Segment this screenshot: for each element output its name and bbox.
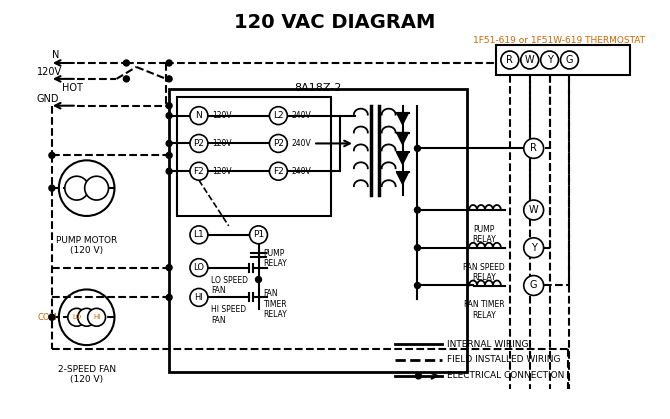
Text: INTERNAL WIRING: INTERNAL WIRING [448,340,529,349]
Circle shape [190,259,208,277]
Text: 120V: 120V [37,67,62,77]
Text: 2-SPEED FAN
(120 V): 2-SPEED FAN (120 V) [58,365,116,384]
Circle shape [269,107,287,124]
Text: 120V: 120V [212,167,231,176]
Text: PUMP
RELAY: PUMP RELAY [472,225,496,244]
Circle shape [166,60,172,66]
Text: LO: LO [72,314,81,320]
Text: FAN
TIMER
RELAY: FAN TIMER RELAY [263,290,287,319]
Circle shape [415,282,421,288]
Text: G: G [565,55,574,65]
Text: W: W [525,55,535,65]
Text: P2: P2 [273,139,284,148]
Circle shape [269,134,287,153]
Text: 120V: 120V [212,111,231,120]
Text: L1: L1 [194,230,204,239]
Text: F2: F2 [194,167,204,176]
Text: N: N [52,50,59,60]
Text: ELECTRICAL CONNECTION: ELECTRICAL CONNECTION [448,371,565,380]
Text: P1: P1 [253,230,264,239]
Text: PUMP MOTOR
(120 V): PUMP MOTOR (120 V) [56,236,117,255]
Text: 120 VAC DIAGRAM: 120 VAC DIAGRAM [234,13,436,32]
Circle shape [255,277,261,282]
Text: FAN SPEED
RELAY: FAN SPEED RELAY [463,263,505,282]
Circle shape [123,60,129,66]
Text: HOT: HOT [62,83,82,93]
Text: COM: COM [37,313,57,322]
Bar [177,97,331,216]
Polygon shape [397,132,409,145]
Polygon shape [397,172,409,184]
Circle shape [415,373,421,379]
Circle shape [415,145,421,151]
Circle shape [166,265,172,271]
Text: F2: F2 [273,167,284,176]
Circle shape [166,103,172,109]
Circle shape [415,245,421,251]
Text: G: G [530,280,537,290]
Circle shape [524,200,543,220]
Text: GND: GND [37,94,60,104]
Text: HI: HI [93,314,100,320]
Circle shape [68,308,86,326]
Circle shape [561,51,578,69]
Text: W: W [529,205,539,215]
Circle shape [415,207,421,213]
Circle shape [166,153,172,158]
Circle shape [524,138,543,158]
Text: 120V: 120V [212,139,231,148]
Circle shape [524,238,543,258]
Circle shape [190,288,208,306]
Circle shape [59,290,115,345]
Circle shape [166,140,172,146]
Circle shape [49,185,55,191]
Circle shape [190,162,208,180]
Circle shape [123,76,129,82]
Text: LO SPEED
FAN: LO SPEED FAN [211,276,248,295]
Text: Y: Y [531,243,537,253]
Text: HI SPEED
FAN: HI SPEED FAN [211,305,246,325]
Circle shape [269,162,287,180]
Text: R: R [507,55,513,65]
Text: 8A18Z-2: 8A18Z-2 [294,83,342,93]
Circle shape [521,51,539,69]
Circle shape [59,160,115,216]
Text: R: R [530,143,537,153]
Circle shape [65,176,88,200]
Circle shape [249,226,267,244]
Text: 240V: 240V [291,139,311,148]
Circle shape [541,51,559,69]
Circle shape [524,276,543,295]
Text: L2: L2 [273,111,283,120]
Circle shape [166,295,172,300]
Polygon shape [397,153,409,164]
Text: 240V: 240V [291,167,311,176]
Text: PUMP
RELAY: PUMP RELAY [263,249,287,268]
Text: LO: LO [194,263,204,272]
Text: 1F51-619 or 1F51W-619 THERMOSTAT: 1F51-619 or 1F51W-619 THERMOSTAT [472,36,645,45]
Circle shape [49,314,55,320]
Text: FIELD INSTALLED WIRING: FIELD INSTALLED WIRING [448,355,561,365]
Circle shape [190,134,208,153]
Circle shape [190,226,208,244]
Circle shape [166,113,172,119]
Text: Y: Y [547,55,553,65]
Text: 240V: 240V [291,111,311,120]
Polygon shape [397,113,409,124]
Circle shape [49,153,55,158]
Circle shape [88,308,106,326]
Circle shape [190,107,208,124]
Text: FAN TIMER
RELAY: FAN TIMER RELAY [464,300,505,320]
Circle shape [166,76,172,82]
Circle shape [166,168,172,174]
Circle shape [501,51,519,69]
Bar [169,89,467,372]
Text: P2: P2 [194,139,204,148]
Bar [496,45,630,75]
Text: N: N [196,111,202,120]
Text: HI: HI [194,293,204,302]
Circle shape [78,308,96,326]
Circle shape [84,176,109,200]
